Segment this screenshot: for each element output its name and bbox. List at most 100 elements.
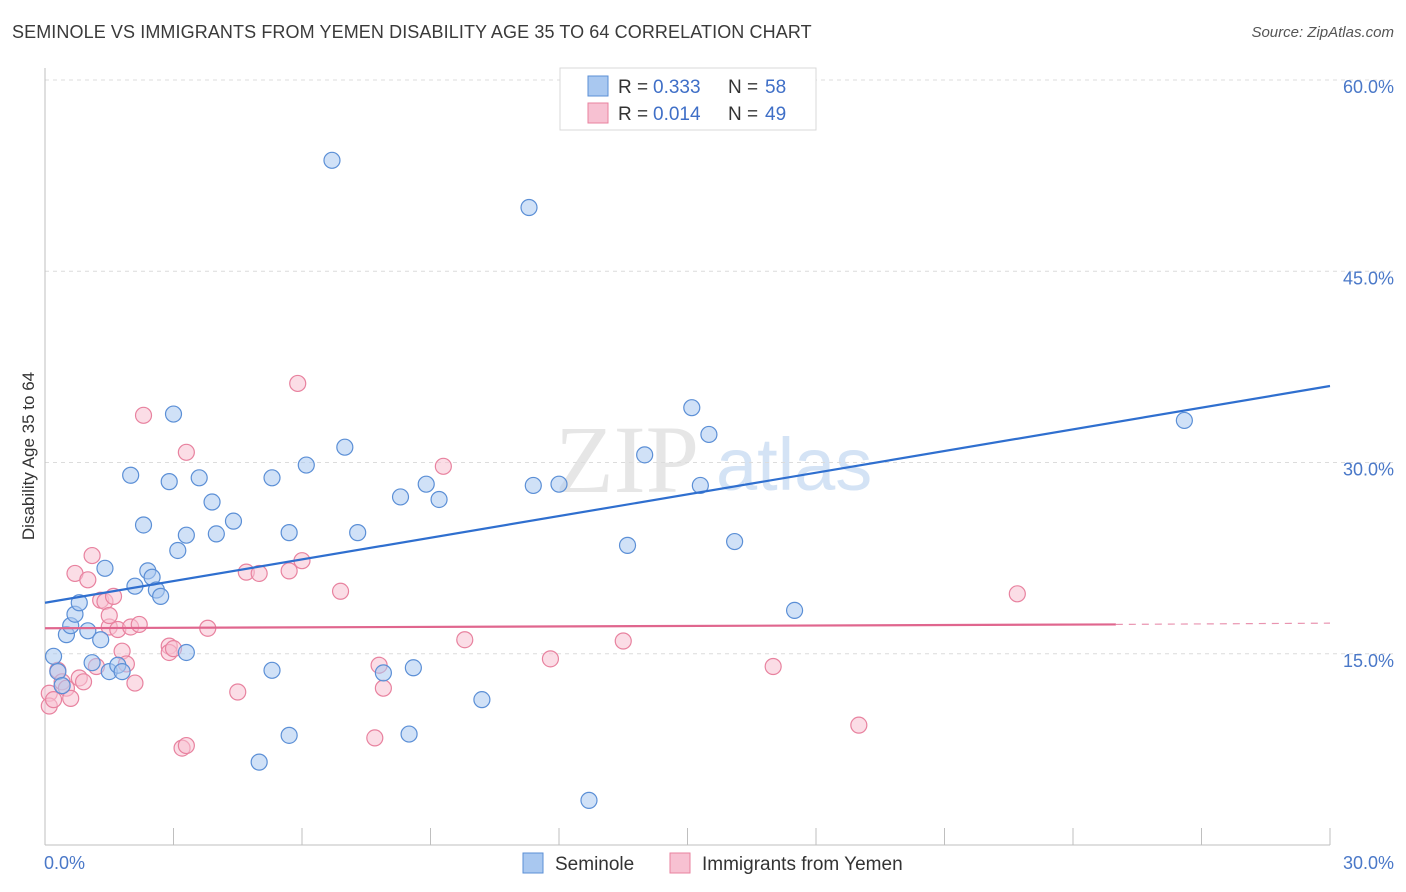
seminole-point-26 <box>190 469 208 487</box>
seminole-point-41 <box>400 725 418 743</box>
series-yemen-points <box>40 374 1026 757</box>
legend-yemen-r-value: 0.014 <box>653 104 701 125</box>
seminole-point-21 <box>160 473 178 491</box>
y-tick-label-45: 45.0% <box>1343 268 1394 288</box>
seminole-point-46 <box>520 198 538 217</box>
seminole-point-42 <box>404 659 422 677</box>
yemen-point-39 <box>374 679 392 697</box>
seminole-point-31 <box>263 661 281 679</box>
trend-line-yemen-extension <box>1115 622 1331 626</box>
seminole-point-39 <box>374 664 392 682</box>
yemen-point-30 <box>229 683 247 701</box>
bottom-legend-yemen: Immigrants from Yemen <box>702 854 903 875</box>
y-tick-label-15: 15.0% <box>1343 651 1394 671</box>
watermark-atlas: atlas <box>716 423 872 506</box>
seminole-point-16 <box>134 516 153 534</box>
seminole-point-52 <box>683 399 701 417</box>
seminole-point-40 <box>391 488 410 506</box>
legend-yemen-r-label: R = <box>618 104 648 125</box>
bottom-legend-seminole: Seminole <box>555 854 634 875</box>
seminole-point-49 <box>580 791 598 809</box>
legend-seminole-n-value: 58 <box>765 77 786 98</box>
chart-title: SEMINOLE VS IMMIGRANTS FROM YEMEN DISABI… <box>12 22 812 42</box>
yemen-point-28 <box>177 443 195 461</box>
series-seminole-points <box>44 151 1193 809</box>
y-tick-labels: 15.0% 30.0% 45.0% 60.0% <box>1343 77 1394 671</box>
yemen-point-6 <box>62 689 80 707</box>
seminole-point-2 <box>53 677 71 695</box>
seminole-point-8 <box>83 654 101 672</box>
trend-lines <box>44 384 1331 630</box>
seminole-point-25 <box>177 643 195 662</box>
yemen-point-23 <box>134 406 153 424</box>
x-tick-label-max: 30.0% <box>1343 853 1394 873</box>
seminole-point-27 <box>203 493 221 511</box>
yemen-point-34 <box>289 374 307 393</box>
seminole-point-20 <box>152 587 170 605</box>
seminole-point-44 <box>430 490 448 509</box>
bottom-legend-swatch-yemen <box>669 852 691 874</box>
seminole-point-7 <box>79 622 97 640</box>
watermark-zip: ZIP <box>555 406 699 513</box>
legend-swatch-yemen <box>587 102 609 124</box>
yemen-point-44 <box>764 657 782 676</box>
seminole-point-23 <box>169 541 187 560</box>
yemen-point-36 <box>331 582 350 600</box>
seminole-point-50 <box>618 536 637 554</box>
y-axis-label: Disability Age 35 to 64 <box>19 372 38 540</box>
source-credit: Source: ZipAtlas.com <box>1251 24 1394 41</box>
x-axis-ticks <box>173 828 1331 845</box>
yemen-point-21 <box>126 674 144 692</box>
y-tick-label-60: 60.0% <box>1343 77 1394 97</box>
y-tick-label-30: 30.0% <box>1343 460 1394 480</box>
legend-seminole-r-value: 0.333 <box>653 77 701 98</box>
seminole-point-38 <box>349 524 367 542</box>
yemen-point-9 <box>74 673 93 691</box>
seminole-point-51 <box>636 446 654 464</box>
yemen-point-40 <box>434 457 452 475</box>
legend-yemen-n-value: 49 <box>765 104 786 125</box>
yemen-point-10 <box>79 571 97 589</box>
legend-bottom: Seminole Immigrants from Yemen <box>522 852 903 875</box>
yemen-point-32 <box>250 564 268 583</box>
seminole-point-14 <box>122 466 140 484</box>
legend-seminole-r-label: R = <box>618 77 648 98</box>
seminole-point-55 <box>726 532 744 551</box>
seminole-point-10 <box>96 559 114 577</box>
yemen-point-16 <box>100 606 118 625</box>
seminole-point-57 <box>1175 411 1193 430</box>
seminole-point-22 <box>164 405 183 423</box>
yemen-point-42 <box>541 650 560 668</box>
yemen-point-41 <box>456 631 474 649</box>
seminole-point-36 <box>323 151 341 169</box>
legend-seminole-n-label: N = <box>728 77 758 98</box>
legend-top: R = 0.333 N = 58 R = 0.014 N = 49 <box>559 67 817 131</box>
yemen-point-37 <box>366 729 384 747</box>
seminole-point-32 <box>263 469 281 487</box>
trend-line-yemen <box>44 623 1116 630</box>
seminole-point-45 <box>473 691 491 709</box>
bottom-legend-swatch-seminole <box>522 852 544 874</box>
yemen-point-33 <box>280 562 298 580</box>
seminole-point-33 <box>280 726 298 744</box>
seminole-point-35 <box>297 456 315 474</box>
seminole-point-43 <box>417 475 435 493</box>
yemen-point-11 <box>83 546 101 565</box>
seminole-point-30 <box>250 753 268 771</box>
seminole-point-56 <box>785 601 804 620</box>
seminole-point-9 <box>92 631 110 649</box>
yemen-point-22 <box>130 615 148 634</box>
yemen-point-46 <box>1008 585 1026 603</box>
trend-line-seminole <box>44 384 1331 604</box>
seminole-point-34 <box>280 524 298 542</box>
seminole-point-54 <box>700 425 718 444</box>
seminole-point-48 <box>550 475 568 493</box>
seminole-point-0 <box>44 647 63 665</box>
x-tick-label-min: 0.0% <box>44 853 85 873</box>
yemen-point-27 <box>177 736 195 755</box>
yemen-point-43 <box>614 632 632 650</box>
yemen-point-2 <box>44 691 63 709</box>
legend-swatch-seminole <box>587 75 609 97</box>
seminole-point-28 <box>207 525 225 543</box>
